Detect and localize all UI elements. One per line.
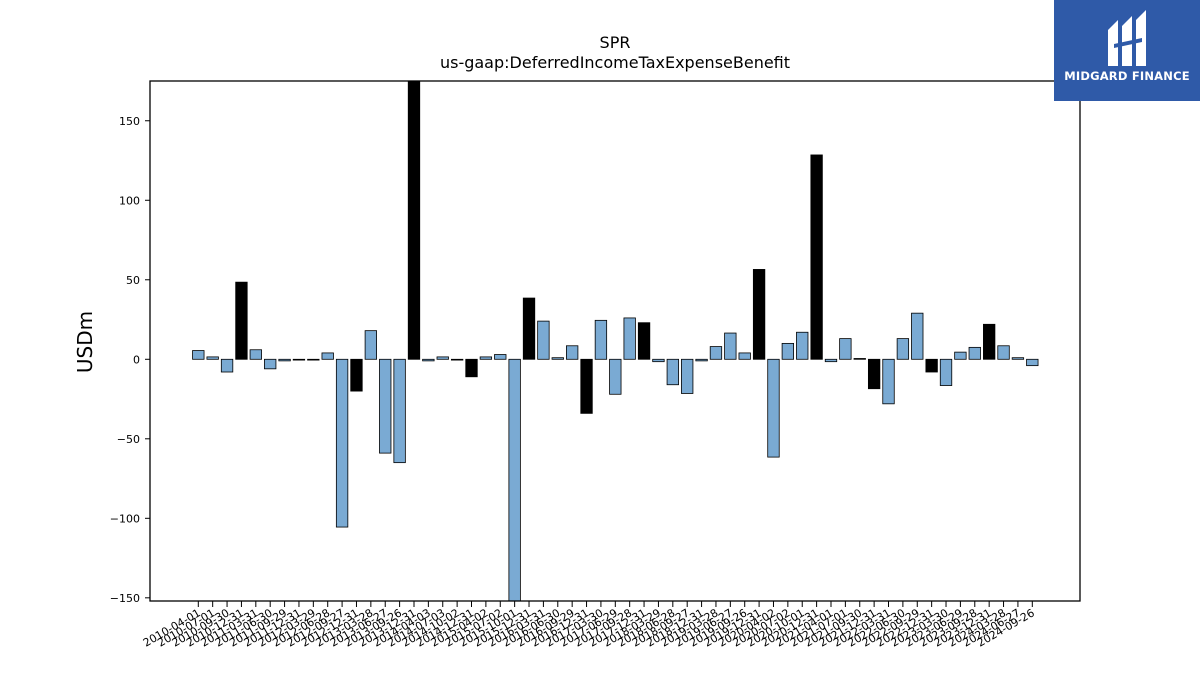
bar-2024-03-28 bbox=[997, 345, 1010, 360]
chart-subtitle: us-gaap:DeferredIncomeTaxExpenseBenefit bbox=[440, 53, 790, 72]
midgard-logo-icon bbox=[1108, 10, 1146, 66]
bar-2020-07-02 bbox=[781, 342, 794, 360]
bar-2022-06-30 bbox=[896, 338, 910, 360]
bar-2015-12-31 bbox=[522, 297, 536, 360]
y-axis-ticks: −150 −100 −50 0 50 100 150 bbox=[110, 115, 150, 605]
bar-2013-03-28 bbox=[364, 330, 378, 360]
y-tick-label: 150 bbox=[119, 115, 140, 128]
bar-2015-10-01 bbox=[508, 358, 521, 602]
bar-2012-09-27 bbox=[335, 358, 349, 528]
bar-2014-10-02 bbox=[450, 358, 464, 361]
bar-2019-06-27 bbox=[724, 332, 737, 360]
bar-2021-07-01 bbox=[839, 338, 852, 360]
bar-2013-06-27 bbox=[379, 358, 392, 454]
bar-2018-03-29 bbox=[652, 358, 665, 363]
plot-frame bbox=[149, 80, 1081, 602]
bar-2012-06-28 bbox=[321, 352, 334, 360]
bar-2012-03-29 bbox=[307, 358, 320, 361]
bar-2018-12-31 bbox=[695, 358, 708, 362]
midgard-finance-logo: MIDGARD FINANCE bbox=[1054, 0, 1200, 101]
bar-2021-04-01 bbox=[824, 358, 838, 363]
bar-2011-03-31 bbox=[249, 349, 262, 360]
bar-2022-03-31 bbox=[882, 358, 895, 405]
bar-2022-09-29 bbox=[911, 312, 924, 360]
bar-2010-04-01 bbox=[192, 350, 205, 360]
bar-2020-12-31 bbox=[810, 154, 823, 360]
bar-2011-06-30 bbox=[264, 358, 277, 370]
y-tick-label: −150 bbox=[110, 592, 140, 605]
bar-2019-03-28 bbox=[709, 346, 723, 360]
x-axis-ticks: 2010-04-012010-07-012010-09-302010-12-31… bbox=[141, 601, 1037, 650]
chart-title: SPR bbox=[600, 33, 631, 52]
bar-2014-07-03 bbox=[436, 356, 449, 360]
bar-2017-12-31 bbox=[637, 322, 651, 360]
bar-2019-09-26 bbox=[738, 352, 751, 360]
y-axis-label: USDm bbox=[73, 311, 97, 373]
bar-2014-12-31 bbox=[465, 358, 478, 378]
bar-2013-12-31 bbox=[407, 80, 421, 360]
y-tick-label: −100 bbox=[110, 512, 140, 525]
bar-2010-07-01 bbox=[206, 356, 219, 360]
bar-2019-12-31 bbox=[752, 269, 766, 360]
bar-2017-06-29 bbox=[609, 358, 622, 395]
bar-2016-06-30 bbox=[551, 357, 564, 360]
bar-2023-06-29 bbox=[954, 351, 967, 360]
bar-2024-06-27 bbox=[1011, 357, 1025, 360]
bar-2018-06-28 bbox=[666, 358, 679, 386]
bar-2015-04-02 bbox=[479, 356, 493, 360]
bar-2017-09-28 bbox=[623, 317, 636, 360]
bar-2023-12-31 bbox=[983, 323, 996, 360]
bar-2024-09-26 bbox=[1026, 358, 1039, 367]
bar-2014-04-03 bbox=[422, 358, 435, 362]
y-tick-label: 100 bbox=[119, 194, 140, 207]
bar-2023-09-28 bbox=[968, 346, 981, 360]
bar-2022-12-31 bbox=[925, 358, 938, 373]
bar-2021-09-30 bbox=[853, 358, 866, 360]
bar-2018-09-27 bbox=[681, 358, 694, 394]
bar-2016-09-29 bbox=[566, 345, 579, 360]
bar-2013-09-26 bbox=[393, 358, 406, 464]
bar-2017-03-30 bbox=[594, 319, 608, 360]
bar-2011-09-29 bbox=[278, 358, 291, 362]
bar-2023-03-30 bbox=[939, 358, 953, 386]
bar-2011-12-31 bbox=[292, 358, 306, 361]
bars-group bbox=[192, 80, 1039, 602]
bar-2016-12-31 bbox=[580, 358, 593, 414]
y-tick-label: 0 bbox=[133, 353, 140, 366]
bar-2010-12-31 bbox=[235, 281, 248, 360]
bar-2020-04-02 bbox=[767, 358, 780, 458]
bar-2010-09-30 bbox=[220, 358, 234, 373]
y-tick-label: −50 bbox=[117, 433, 140, 446]
y-tick-label: 50 bbox=[126, 274, 140, 287]
bar-2020-10-01 bbox=[796, 331, 809, 360]
logo-text: MIDGARD FINANCE bbox=[1064, 69, 1190, 83]
bar-2012-12-31 bbox=[350, 358, 363, 392]
bar-2021-12-31 bbox=[867, 358, 881, 390]
bar-2016-03-31 bbox=[537, 320, 550, 360]
bar-2015-07-02 bbox=[494, 354, 507, 360]
